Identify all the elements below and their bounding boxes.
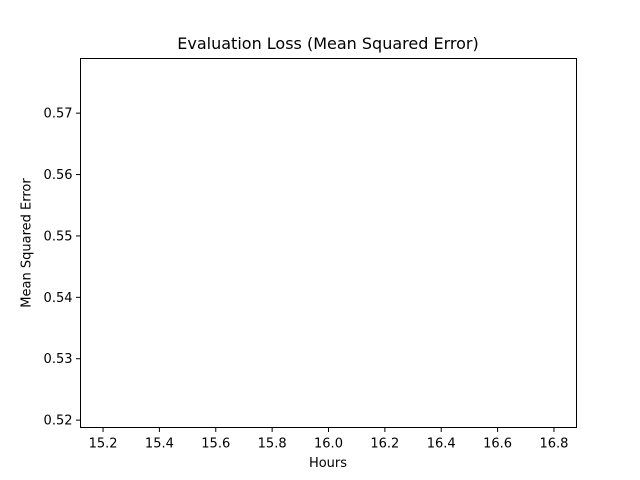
x-tick-label: 15.2 <box>89 437 118 452</box>
x-tick-label: 15.4 <box>145 437 174 452</box>
y-tick-label: 0.53 <box>44 352 73 367</box>
x-tick-label: 16.4 <box>427 437 456 452</box>
x-tick-label: 16.0 <box>314 437 343 452</box>
x-tick-label: 16.6 <box>483 437 512 452</box>
chart-title: Evaluation Loss (Mean Squared Error) <box>177 34 478 53</box>
x-tick-label: 15.8 <box>258 437 287 452</box>
y-tick-label: 0.54 <box>44 291 73 306</box>
y-tick-label: 0.55 <box>44 229 73 244</box>
y-axis-label: Mean Squared Error <box>20 178 35 308</box>
y-axis: 0.52 0.53 0.54 0.55 0.56 0.57 <box>44 107 81 429</box>
x-tick-label: 15.6 <box>201 437 230 452</box>
x-tick-label: 16.2 <box>370 437 399 452</box>
y-tick-label: 0.52 <box>44 414 73 429</box>
y-tick-label: 0.57 <box>44 107 73 122</box>
x-axis-label: Hours <box>309 456 347 471</box>
y-tick-label: 0.56 <box>44 168 73 183</box>
x-axis: 15.2 15.4 15.6 15.8 16.0 16.2 16.4 16.6 16.8 <box>89 427 568 452</box>
x-tick-label: 16.8 <box>539 437 568 452</box>
